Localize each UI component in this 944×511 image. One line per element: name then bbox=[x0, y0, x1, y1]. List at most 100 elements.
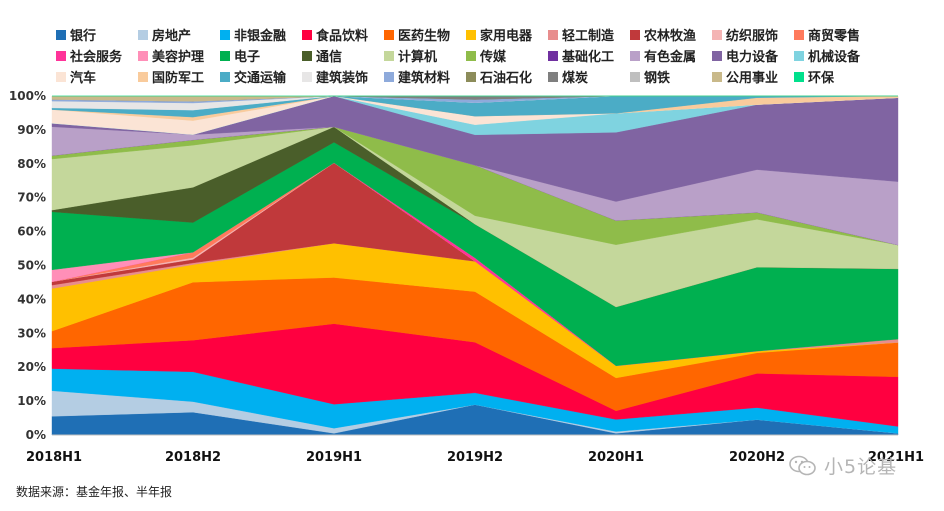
legend-label: 汽车 bbox=[70, 70, 96, 86]
y-tick-label: 30% bbox=[17, 326, 46, 340]
legend-label: 房地产 bbox=[152, 28, 191, 44]
legend-item: 食品饮料 bbox=[302, 28, 368, 44]
legend-item: 银行 bbox=[56, 28, 96, 44]
legend-swatch bbox=[220, 72, 230, 82]
y-tick-label: 50% bbox=[17, 259, 46, 273]
legend-label: 钢铁 bbox=[644, 70, 670, 86]
legend-swatch bbox=[138, 30, 148, 40]
legend-swatch bbox=[56, 30, 66, 40]
legend-label: 建筑材料 bbox=[398, 70, 450, 86]
legend-swatch bbox=[138, 51, 148, 61]
x-axis: 2018H1 2018H2 2019H1 2019H2 2020H1 2020H2 2021… bbox=[26, 450, 924, 465]
legend-swatch bbox=[466, 72, 476, 82]
legend-swatch bbox=[56, 72, 66, 82]
legend-swatch bbox=[220, 30, 230, 40]
y-tick-label: 70% bbox=[17, 191, 46, 205]
y-tick-label: 10% bbox=[17, 394, 46, 408]
legend-swatch bbox=[794, 72, 804, 82]
legend-item: 交通运输 bbox=[220, 70, 287, 86]
legend-item: 汽车 bbox=[56, 70, 96, 86]
legend-label: 传媒 bbox=[479, 49, 507, 65]
legend-swatch bbox=[138, 72, 148, 82]
legend-swatch bbox=[466, 51, 476, 61]
legend-label: 非银金融 bbox=[234, 28, 286, 44]
legend-swatch bbox=[794, 51, 804, 61]
legend-label: 基础化工 bbox=[561, 49, 614, 65]
legend-label: 有色金属 bbox=[644, 49, 696, 65]
legend-item: 电子 bbox=[220, 49, 260, 65]
legend-label: 煤炭 bbox=[562, 70, 588, 86]
legend-item: 纺织服饰 bbox=[712, 28, 778, 44]
y-tick-label: 100% bbox=[9, 89, 46, 103]
x-tick-label: 2019H1 bbox=[306, 450, 362, 465]
legend-label: 交通运输 bbox=[234, 70, 287, 86]
legend-item: 医药生物 bbox=[384, 28, 450, 44]
legend-swatch bbox=[220, 51, 230, 61]
legend-item: 社会服务 bbox=[56, 49, 123, 65]
legend-swatch bbox=[630, 30, 640, 40]
legend-label: 纺织服饰 bbox=[726, 28, 778, 44]
legend-item: 计算机 bbox=[384, 49, 437, 65]
legend-label: 机械设备 bbox=[808, 49, 861, 65]
legend-item: 基础化工 bbox=[548, 49, 614, 65]
legend-swatch bbox=[712, 30, 722, 40]
legend-label: 食品饮料 bbox=[316, 28, 368, 44]
legend-item: 家用电器 bbox=[466, 28, 533, 44]
y-tick-label: 0% bbox=[26, 428, 46, 442]
legend-item: 石油石化 bbox=[466, 70, 532, 86]
y-tick-label: 20% bbox=[17, 360, 46, 374]
legend-swatch bbox=[548, 51, 558, 61]
legend-label: 农林牧渔 bbox=[643, 28, 696, 44]
x-tick-label: 2020H1 bbox=[588, 450, 644, 465]
legend-label: 石油石化 bbox=[479, 70, 532, 86]
legend-item: 国防军工 bbox=[138, 70, 204, 86]
legend-item: 钢铁 bbox=[630, 70, 670, 86]
legend-swatch bbox=[712, 51, 722, 61]
legend-item: 公用事业 bbox=[712, 70, 778, 86]
legend-label: 医药生物 bbox=[398, 28, 450, 44]
legend-label: 电力设备 bbox=[726, 49, 779, 65]
legend-item: 非银金融 bbox=[220, 28, 286, 44]
legend-label: 电子 bbox=[234, 49, 260, 65]
legend-swatch bbox=[466, 30, 476, 40]
wechat-icon bbox=[789, 455, 816, 475]
legend-item: 商贸零售 bbox=[794, 28, 860, 44]
watermark: 小5论基 bbox=[788, 452, 897, 479]
legend-label: 通信 bbox=[316, 49, 342, 65]
legend-item: 环保 bbox=[794, 70, 835, 86]
legend-swatch bbox=[302, 51, 312, 61]
legend-item: 农林牧渔 bbox=[630, 28, 696, 44]
legend-label: 家用电器 bbox=[480, 28, 533, 44]
legend-item: 轻工制造 bbox=[548, 28, 615, 44]
x-tick-label: 2021H1 bbox=[868, 450, 924, 465]
legend-swatch bbox=[302, 72, 312, 82]
legend-item: 煤炭 bbox=[548, 70, 588, 86]
x-tick-label: 2018H1 bbox=[26, 450, 82, 465]
y-tick-label: 90% bbox=[17, 123, 46, 137]
source-note: 数据来源：基金年报、半年报 bbox=[16, 485, 173, 499]
legend-swatch bbox=[548, 72, 558, 82]
x-tick-label: 2018H2 bbox=[165, 450, 221, 465]
x-tick-label: 2019H2 bbox=[447, 450, 503, 465]
legend-swatch bbox=[302, 30, 312, 40]
legend-swatch bbox=[56, 51, 66, 61]
legend-label: 轻工制造 bbox=[562, 28, 615, 44]
legend-item: 美容护理 bbox=[138, 49, 204, 65]
legend-item: 房地产 bbox=[138, 28, 191, 44]
legend-label: 社会服务 bbox=[69, 49, 123, 65]
legend-item: 通信 bbox=[302, 49, 342, 65]
legend-swatch bbox=[712, 72, 722, 82]
y-axis: 0% 10% 20% 30% 40% 50% 60% 70% 80% 90% 100% bbox=[9, 89, 898, 442]
legend-swatch bbox=[794, 30, 804, 40]
legend-swatch bbox=[384, 72, 394, 82]
legend-swatch bbox=[384, 30, 394, 40]
legend-item: 传媒 bbox=[466, 49, 507, 65]
y-tick-label: 40% bbox=[17, 292, 46, 306]
legend-label: 环保 bbox=[808, 70, 835, 86]
y-tick-label: 80% bbox=[17, 157, 46, 171]
legend-swatch bbox=[548, 30, 558, 40]
legend-label: 国防军工 bbox=[152, 70, 204, 86]
legend-label: 美容护理 bbox=[152, 49, 204, 65]
legend-label: 计算机 bbox=[398, 49, 437, 65]
